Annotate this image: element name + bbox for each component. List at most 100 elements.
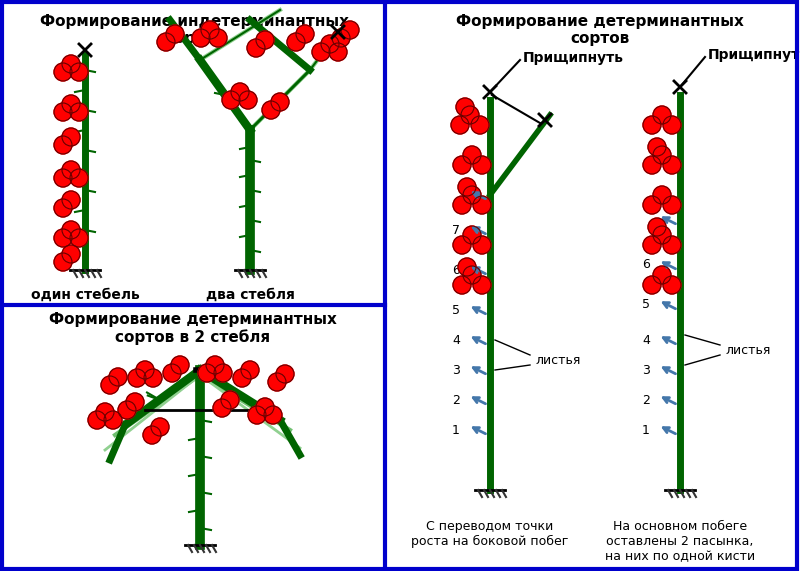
- Circle shape: [118, 401, 136, 419]
- Circle shape: [473, 276, 491, 294]
- Circle shape: [206, 356, 224, 374]
- Circle shape: [241, 361, 259, 379]
- Circle shape: [473, 236, 491, 254]
- Circle shape: [653, 226, 671, 244]
- Circle shape: [473, 196, 491, 214]
- Circle shape: [262, 101, 280, 119]
- Text: 4: 4: [452, 333, 460, 347]
- Circle shape: [268, 373, 286, 391]
- Circle shape: [54, 169, 72, 187]
- Circle shape: [653, 106, 671, 124]
- Text: Формирование детерминантных
сортов: Формирование детерминантных сортов: [456, 14, 744, 46]
- Circle shape: [70, 63, 88, 81]
- Circle shape: [54, 199, 72, 217]
- Circle shape: [663, 236, 681, 254]
- Circle shape: [209, 29, 227, 47]
- Text: 2: 2: [452, 393, 460, 407]
- Circle shape: [128, 369, 146, 387]
- Circle shape: [276, 365, 294, 383]
- Circle shape: [296, 25, 314, 43]
- Circle shape: [653, 186, 671, 204]
- Circle shape: [248, 406, 266, 424]
- Text: Прищипнуть: Прищипнуть: [523, 51, 624, 65]
- Text: 2: 2: [642, 393, 650, 407]
- Circle shape: [458, 258, 476, 276]
- Text: С переводом точки
роста на боковой побег: С переводом точки роста на боковой побег: [411, 520, 569, 548]
- Circle shape: [62, 95, 80, 113]
- Text: Прищипнуть: Прищипнуть: [708, 48, 800, 62]
- Circle shape: [198, 364, 216, 382]
- Circle shape: [171, 356, 189, 374]
- Circle shape: [54, 229, 72, 247]
- Circle shape: [62, 128, 80, 146]
- Circle shape: [643, 236, 661, 254]
- Circle shape: [192, 29, 210, 47]
- Circle shape: [126, 393, 144, 411]
- Circle shape: [663, 276, 681, 294]
- Circle shape: [62, 55, 80, 73]
- Circle shape: [463, 226, 481, 244]
- Text: 6: 6: [452, 263, 460, 276]
- Circle shape: [70, 229, 88, 247]
- Circle shape: [329, 43, 347, 61]
- Circle shape: [312, 43, 330, 61]
- Circle shape: [151, 418, 169, 436]
- Circle shape: [453, 236, 471, 254]
- Circle shape: [104, 411, 122, 429]
- Circle shape: [247, 39, 265, 57]
- Circle shape: [62, 161, 80, 179]
- Text: 5: 5: [642, 299, 650, 312]
- Circle shape: [453, 156, 471, 174]
- Circle shape: [222, 91, 240, 109]
- Circle shape: [109, 368, 127, 386]
- Circle shape: [157, 33, 175, 51]
- Text: 3: 3: [452, 364, 460, 376]
- Circle shape: [96, 403, 114, 421]
- Circle shape: [233, 369, 251, 387]
- Circle shape: [471, 116, 489, 134]
- Text: Формирование детерминантных
сортов в 2 стебля: Формирование детерминантных сортов в 2 с…: [49, 312, 337, 345]
- Circle shape: [264, 406, 282, 424]
- Circle shape: [648, 218, 666, 236]
- Circle shape: [458, 178, 476, 196]
- Circle shape: [70, 103, 88, 121]
- Circle shape: [663, 116, 681, 134]
- Circle shape: [663, 156, 681, 174]
- Circle shape: [451, 116, 469, 134]
- Circle shape: [643, 116, 661, 134]
- Circle shape: [166, 25, 184, 43]
- Circle shape: [648, 138, 666, 156]
- Circle shape: [463, 266, 481, 284]
- Circle shape: [456, 98, 474, 116]
- Text: 7: 7: [452, 223, 460, 236]
- Circle shape: [144, 369, 162, 387]
- Circle shape: [653, 146, 671, 164]
- Text: 1: 1: [642, 424, 650, 436]
- Circle shape: [663, 196, 681, 214]
- Circle shape: [201, 21, 219, 39]
- Text: На основном побеге
оставлены 2 пасынка,
на них по одной кисти: На основном побеге оставлены 2 пасынка, …: [605, 520, 755, 563]
- Circle shape: [463, 146, 481, 164]
- Circle shape: [54, 136, 72, 154]
- Text: листья: листья: [725, 344, 770, 356]
- Circle shape: [221, 391, 239, 409]
- Circle shape: [461, 106, 479, 124]
- Text: 4: 4: [642, 333, 650, 347]
- Circle shape: [341, 21, 359, 39]
- Circle shape: [287, 33, 305, 51]
- Circle shape: [256, 398, 274, 416]
- Circle shape: [332, 29, 350, 47]
- Circle shape: [143, 426, 161, 444]
- Text: 1: 1: [452, 424, 460, 436]
- Circle shape: [62, 245, 80, 263]
- Circle shape: [136, 361, 154, 379]
- Circle shape: [70, 169, 88, 187]
- Text: листья: листья: [535, 353, 580, 367]
- Circle shape: [54, 253, 72, 271]
- Circle shape: [62, 191, 80, 209]
- Circle shape: [54, 63, 72, 81]
- Circle shape: [453, 276, 471, 294]
- Circle shape: [643, 156, 661, 174]
- Circle shape: [643, 196, 661, 214]
- Circle shape: [214, 364, 232, 382]
